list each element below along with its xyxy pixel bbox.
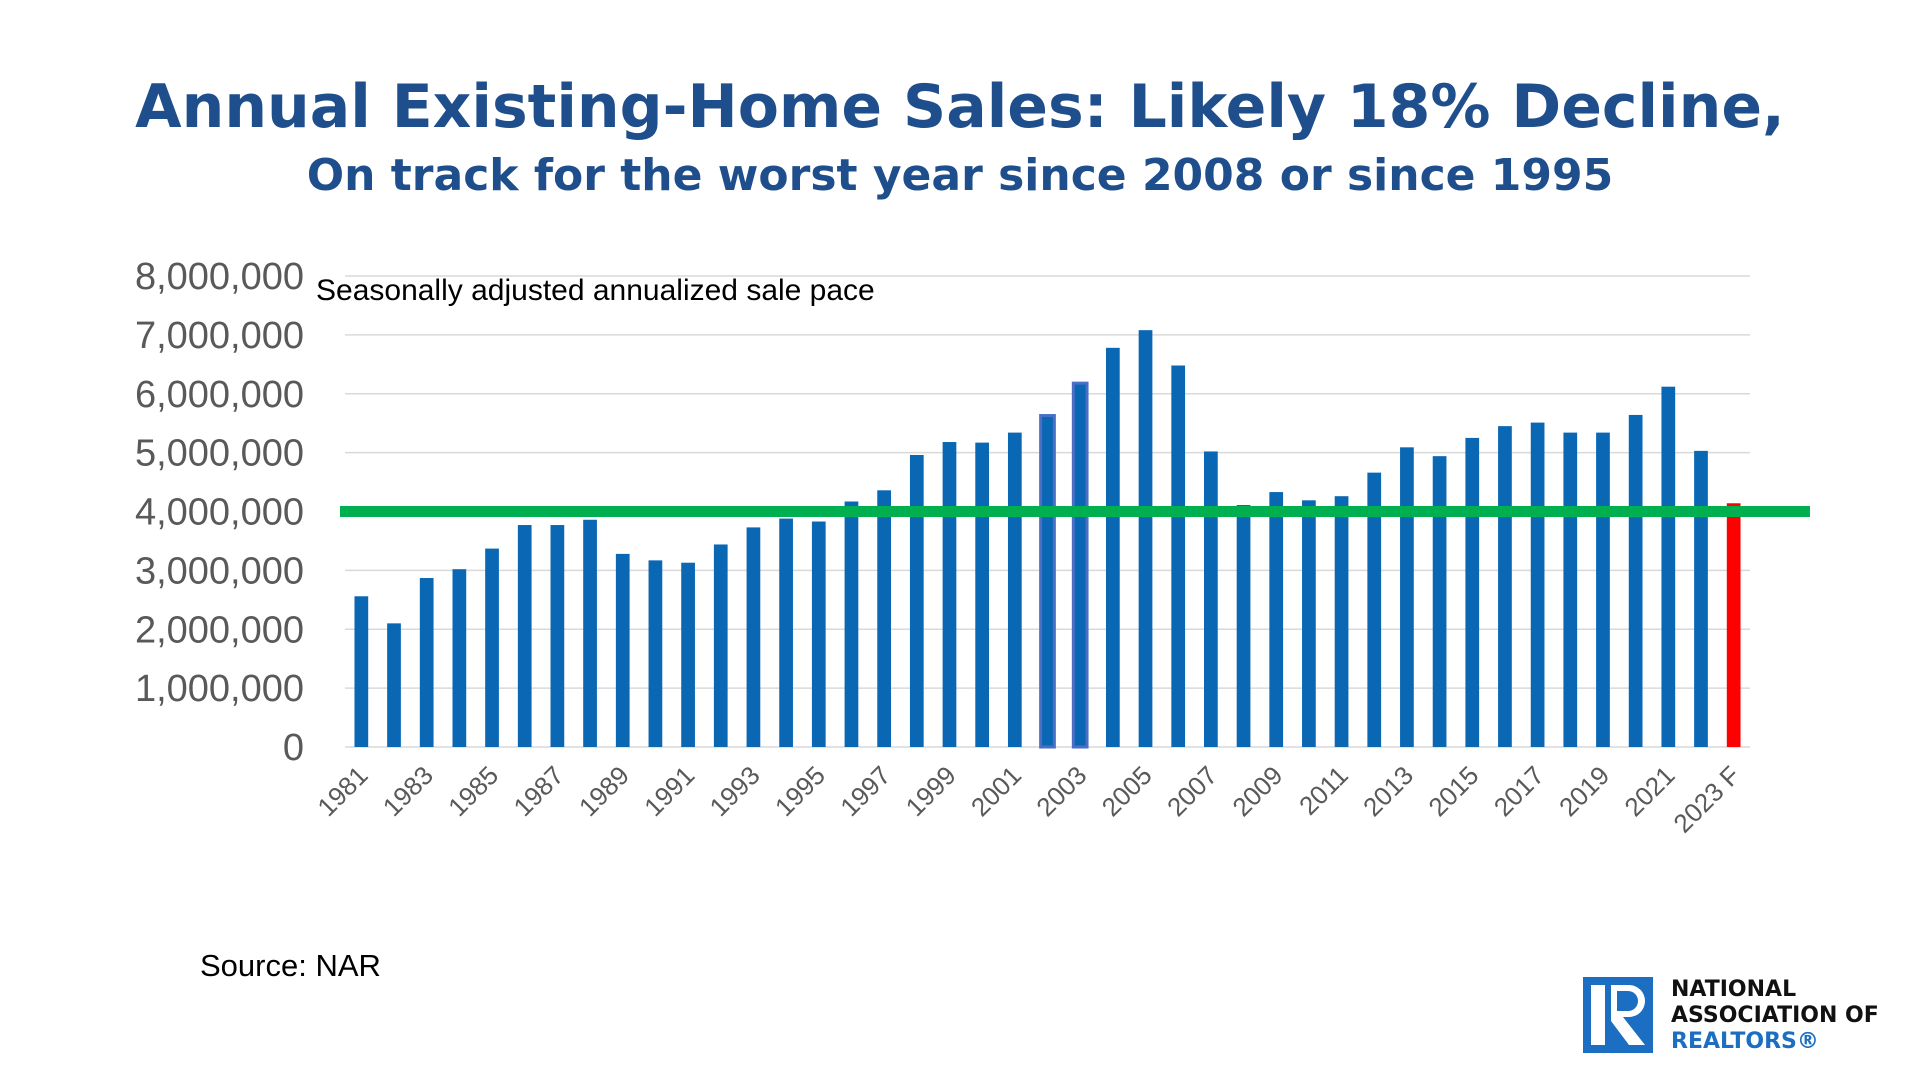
bar <box>1465 437 1480 747</box>
bar <box>1039 414 1056 749</box>
bar <box>1334 496 1349 747</box>
y-tick-label: 2,000,000 <box>135 609 304 651</box>
bar <box>844 501 859 747</box>
source-label: Source: NAR <box>200 948 381 983</box>
x-tick-label: 1997 <box>834 760 896 822</box>
x-tick-label: 2011 <box>1293 760 1354 821</box>
y-tick-label: 4,000,000 <box>135 492 304 534</box>
bar <box>1530 422 1545 747</box>
bar <box>354 596 369 747</box>
bar <box>419 578 434 747</box>
x-tick-label: 1991 <box>638 760 700 822</box>
x-tick-label: 1981 <box>311 760 373 822</box>
bar <box>1007 432 1022 747</box>
bar <box>746 527 761 747</box>
x-tick-label: 1995 <box>769 760 831 822</box>
bar <box>1269 492 1284 747</box>
y-tick-label: 0 <box>283 727 304 769</box>
x-tick-label: 1989 <box>573 760 635 822</box>
bar <box>517 525 532 747</box>
x-axis-ticks: 1981 1983 1985 1987 1989 1991 1993 1995 1997 1999… <box>311 760 1745 838</box>
bar <box>485 548 499 747</box>
bar <box>1302 500 1316 747</box>
bar <box>1694 450 1708 747</box>
x-tick-label: 1993 <box>704 760 766 822</box>
bar <box>909 454 924 747</box>
bar <box>1367 472 1382 747</box>
bar <box>877 490 891 747</box>
x-tick-label: 2009 <box>1226 760 1288 822</box>
y-tick-label: 6,000,000 <box>135 374 304 416</box>
bar <box>387 623 401 747</box>
bar <box>811 521 826 747</box>
bar <box>1204 451 1218 747</box>
bar <box>615 553 630 747</box>
bar <box>1596 432 1610 747</box>
x-tick-label: 2001 <box>965 760 1027 822</box>
annotation-label: Seasonally adjusted annualized sale pace <box>316 274 875 307</box>
bar <box>1236 505 1251 747</box>
bar <box>1400 447 1414 747</box>
bar <box>550 525 565 747</box>
x-tick-label: 1985 <box>442 760 504 822</box>
x-tick-label: 2017 <box>1488 760 1550 822</box>
bar <box>1661 386 1676 747</box>
bar <box>713 544 728 747</box>
x-tick-label: 2023 F <box>1667 760 1745 838</box>
bar <box>1432 456 1447 747</box>
logo-line-1: NATIONAL <box>1671 977 1797 1002</box>
y-tick-label: 5,000,000 <box>135 433 304 475</box>
x-tick-label: 2005 <box>1096 760 1158 822</box>
chart-title: Annual Existing-Home Sales: Likely 18% D… <box>135 72 1785 142</box>
x-tick-label: 2007 <box>1161 760 1223 822</box>
bar <box>975 442 990 747</box>
y-tick-label: 3,000,000 <box>135 550 304 592</box>
bar <box>942 442 957 747</box>
bar <box>779 518 793 747</box>
y-tick-label: 7,000,000 <box>135 315 304 357</box>
bar <box>452 569 467 747</box>
bar <box>681 562 695 747</box>
y-tick-label: 8,000,000 <box>135 256 304 298</box>
bar <box>1628 414 1643 747</box>
x-tick-label: 2003 <box>1030 760 1092 822</box>
x-tick-label: 2019 <box>1553 760 1615 822</box>
nar-logo: NATIONAL ASSOCIATION OF REALTORS® <box>1583 977 1913 1057</box>
forecast-bar <box>1726 503 1741 747</box>
bar <box>1563 432 1578 747</box>
realtor-r-logo-icon <box>1583 977 1653 1053</box>
logo-text: NATIONAL ASSOCIATION OF REALTORS® <box>1671 977 1879 1055</box>
x-tick-label: 1999 <box>900 760 962 822</box>
bar <box>1071 381 1089 749</box>
bar <box>1171 365 1186 747</box>
bars <box>354 330 1741 749</box>
x-tick-label: 2013 <box>1357 760 1419 822</box>
bar <box>648 560 663 747</box>
logo-line-3: REALTORS® <box>1671 1029 1819 1054</box>
bar <box>1498 426 1512 747</box>
bar <box>583 519 597 747</box>
y-axis-ticks: 0 1,000,000 2,000,000 3,000,000 4,000,000 5,0… <box>135 256 304 769</box>
x-tick-label: 2015 <box>1422 760 1484 822</box>
x-tick-label: 1983 <box>377 760 439 822</box>
logo-line-2: ASSOCIATION OF <box>1671 1003 1879 1028</box>
bar <box>1105 347 1120 747</box>
chart-subtitle: On track for the worst year since 2008 o… <box>306 150 1614 201</box>
bar <box>1138 330 1153 747</box>
y-tick-label: 1,000,000 <box>135 668 304 710</box>
x-tick-label: 1987 <box>508 760 570 822</box>
